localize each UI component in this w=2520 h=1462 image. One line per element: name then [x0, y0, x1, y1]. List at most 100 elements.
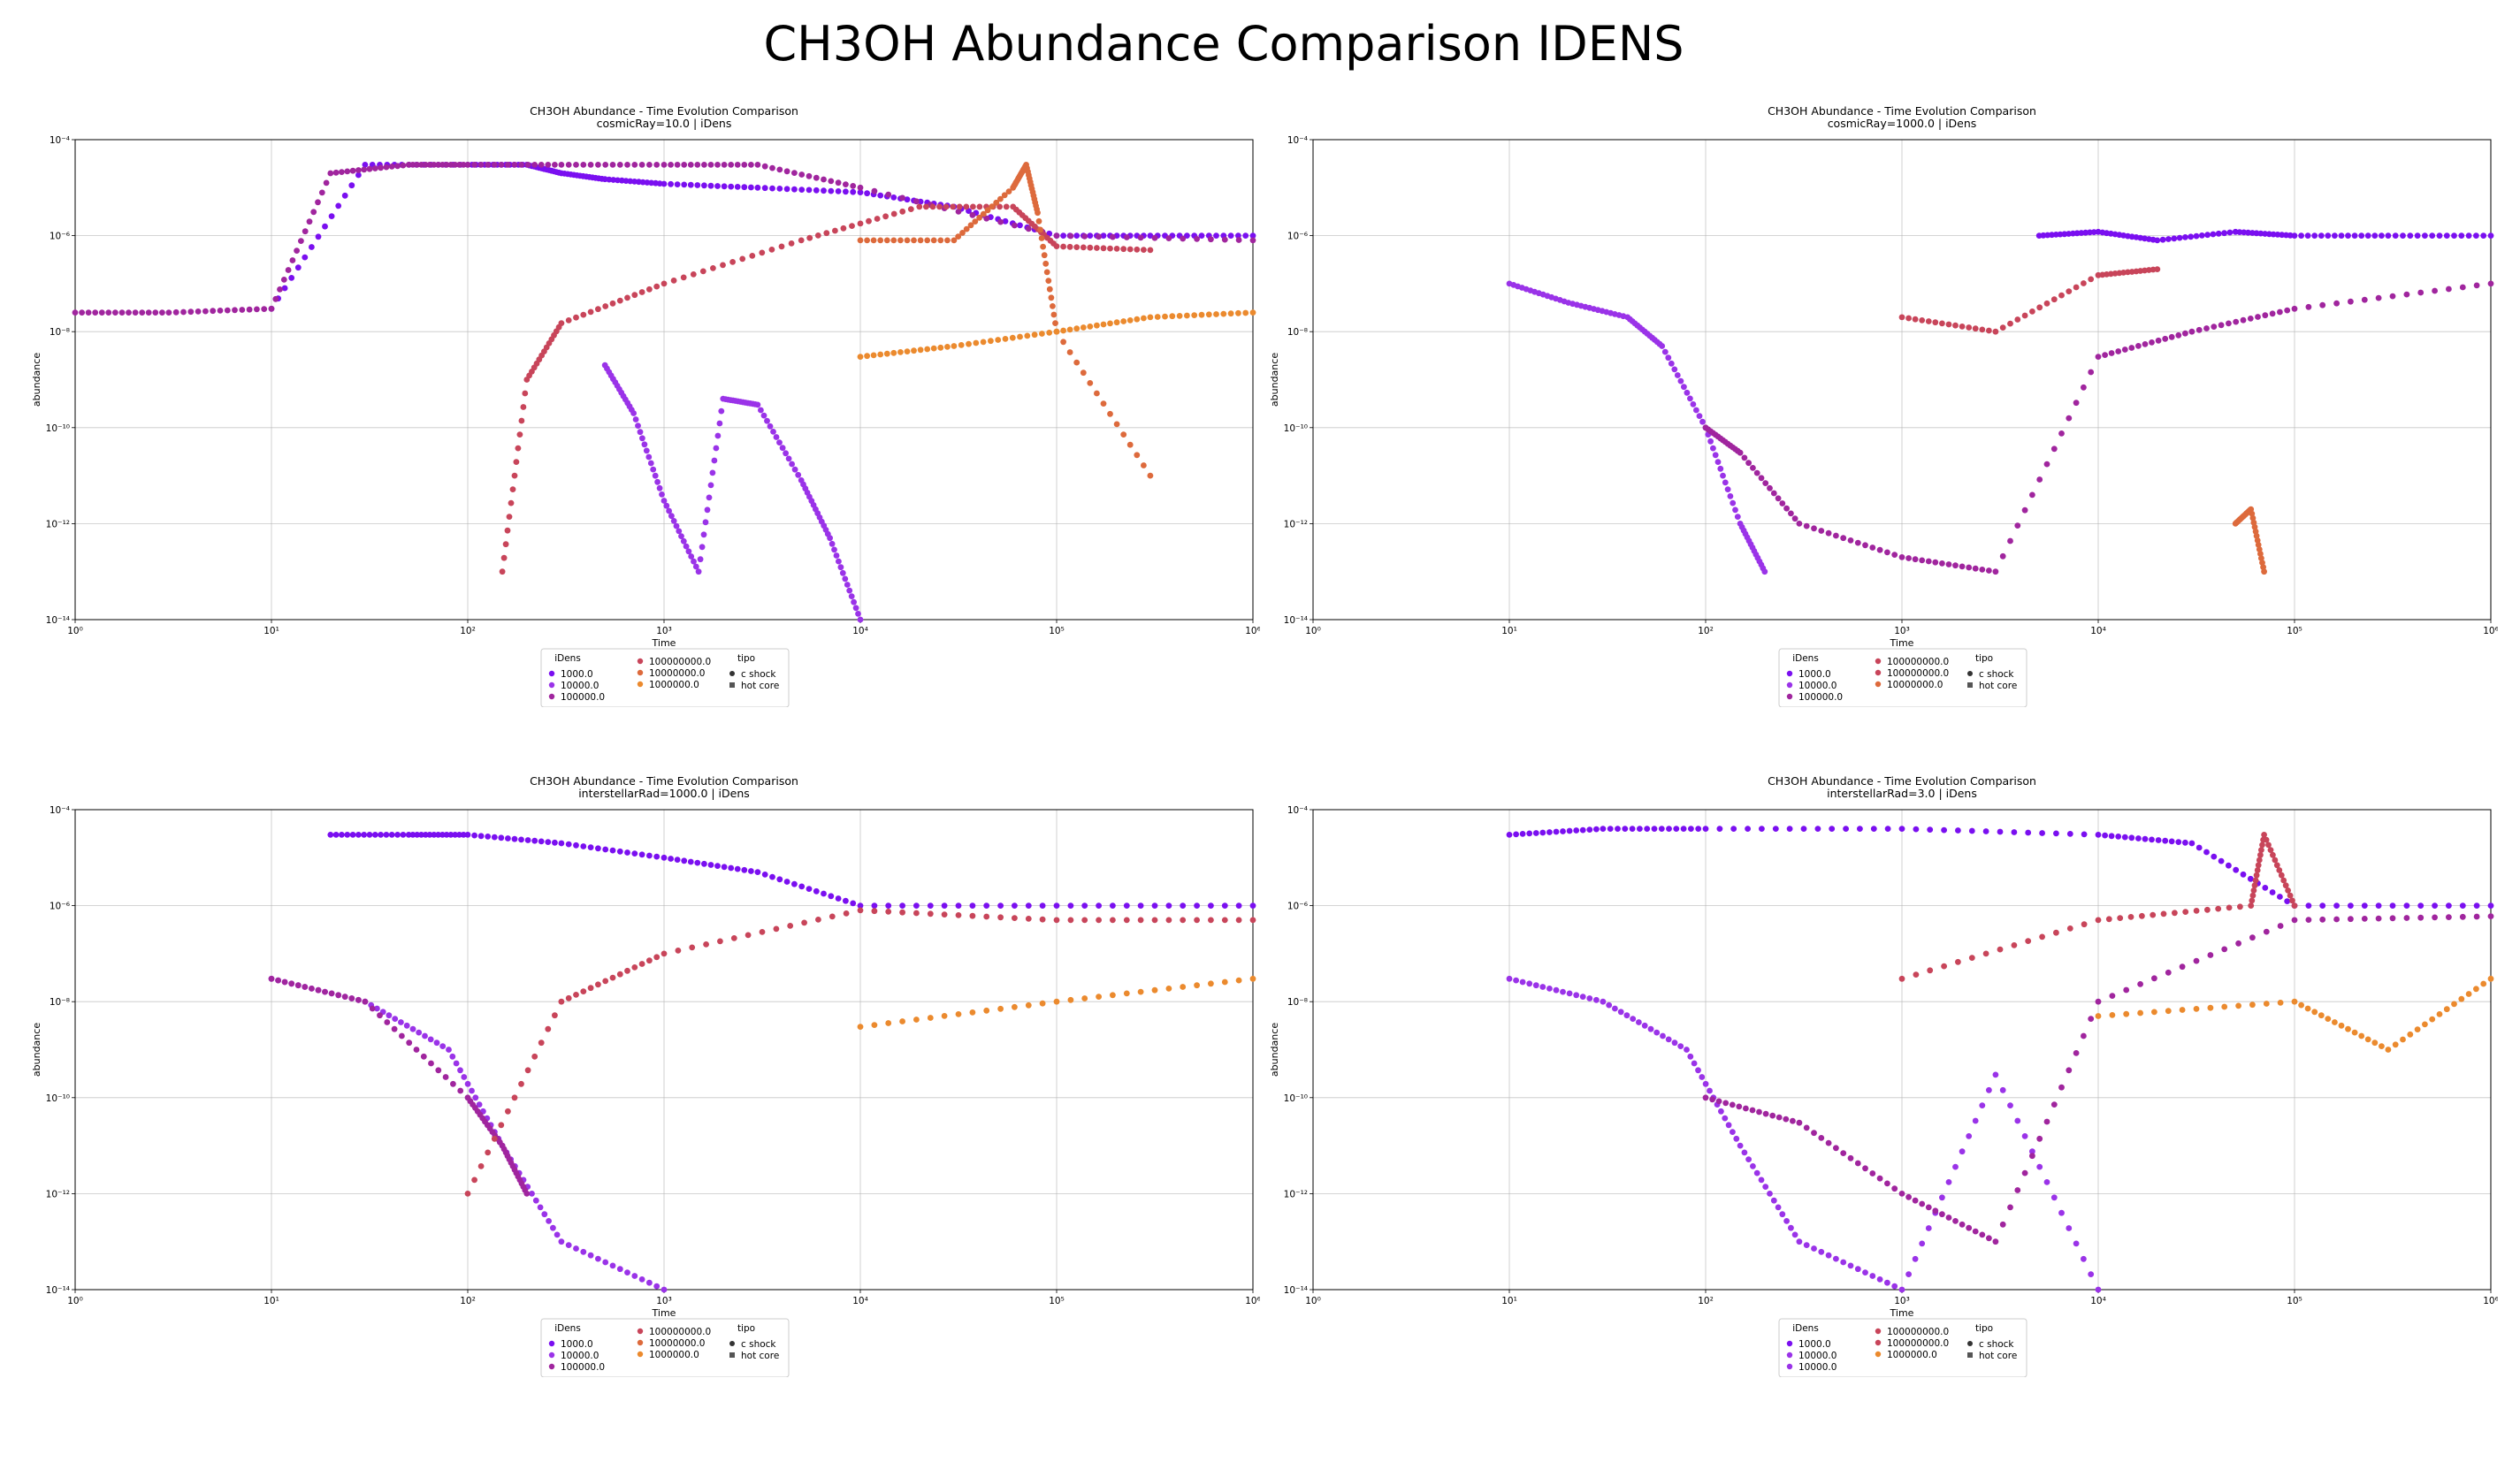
data-point — [1945, 321, 1952, 328]
legend-marker — [1786, 693, 1793, 700]
legend-box — [1778, 1318, 2027, 1377]
data-point — [2121, 834, 2128, 841]
data-point — [2011, 829, 2018, 835]
data-point — [558, 320, 565, 326]
data-point — [1661, 348, 1669, 355]
data-point — [1840, 535, 1847, 542]
data-point — [433, 1039, 440, 1047]
data-point — [673, 522, 680, 529]
data-point — [2429, 1016, 2436, 1023]
legend-marker — [1786, 682, 1793, 689]
data-point — [1796, 1238, 1803, 1245]
data-point — [2081, 831, 2088, 838]
data-point — [1087, 324, 1094, 330]
data-point — [1939, 1211, 1945, 1218]
legend-label: hot core — [741, 681, 779, 691]
data-point — [2311, 232, 2318, 239]
data-point — [815, 917, 821, 923]
data-point — [754, 869, 761, 875]
data-point — [1684, 1047, 1690, 1053]
legend: iDens1000.010000.0100000.0100000000.0100… — [540, 648, 790, 707]
data-point — [721, 864, 728, 871]
data-point — [749, 253, 756, 259]
data-point — [511, 1094, 518, 1101]
data-point — [681, 857, 688, 864]
data-point — [398, 1019, 404, 1025]
data-point — [322, 223, 328, 230]
data-point — [885, 909, 892, 915]
data-point — [2142, 835, 2149, 842]
data-point — [152, 309, 159, 316]
data-point — [422, 832, 429, 838]
data-point — [748, 162, 754, 168]
data-point — [554, 1231, 561, 1238]
data-point — [2261, 832, 2267, 838]
data-point — [1198, 311, 1205, 318]
data-point — [2088, 1271, 2095, 1277]
legend-label: hot core — [1979, 681, 2017, 691]
data-point — [2058, 430, 2065, 437]
data-point — [1912, 1197, 1919, 1204]
legend-box — [540, 648, 790, 707]
legend-marker — [548, 682, 555, 689]
data-point — [874, 216, 881, 222]
data-point — [2039, 830, 2045, 836]
data-point — [1046, 286, 1053, 293]
data-point — [418, 162, 424, 168]
data-point — [687, 162, 694, 168]
data-point — [2249, 934, 2256, 941]
data-point — [2165, 1008, 2172, 1015]
data-point — [675, 948, 682, 954]
data-point — [416, 1029, 423, 1036]
data-point — [1593, 826, 1600, 833]
data-point — [1729, 1101, 1736, 1108]
data-point — [1220, 310, 1227, 317]
data-point — [1094, 322, 1100, 329]
data-point — [511, 472, 518, 479]
data-point — [1818, 528, 1825, 534]
data-point — [2325, 1016, 2332, 1022]
data-point — [890, 237, 897, 244]
y-tick-label: 10⁻⁶ — [50, 232, 70, 242]
data-point — [1593, 996, 1600, 1003]
data-point — [2088, 276, 2095, 283]
data-point — [1972, 325, 1979, 332]
data-point — [332, 832, 340, 838]
legend-marker — [1786, 670, 1793, 677]
data-point — [976, 203, 983, 210]
legend-label: 1000.0 — [1798, 669, 1831, 680]
data-point — [2371, 1039, 2379, 1047]
data-point — [1979, 567, 1986, 573]
data-point — [1060, 243, 1066, 250]
data-point — [1992, 568, 1999, 575]
data-point — [2233, 318, 2240, 325]
data-point — [1067, 902, 1074, 909]
data-point — [1898, 826, 1905, 832]
data-point — [2277, 923, 2284, 929]
data-point — [1775, 1204, 1782, 1211]
legend-title: iDens — [1792, 653, 1819, 664]
data-point — [1249, 902, 1256, 909]
data-point — [1968, 827, 1975, 834]
data-point — [1898, 314, 1905, 321]
data-point — [403, 1022, 410, 1029]
data-point — [580, 1248, 587, 1255]
data-point — [355, 171, 362, 179]
data-point — [885, 1020, 892, 1026]
data-point — [443, 832, 450, 838]
data-point — [2050, 1101, 2058, 1108]
data-point — [520, 404, 527, 410]
data-point — [2162, 335, 2169, 342]
data-point — [871, 902, 878, 909]
data-point — [1622, 826, 1629, 832]
x-tick-label: 10⁵ — [2287, 1296, 2302, 1306]
data-point — [1513, 831, 1519, 838]
data-point — [1539, 829, 1546, 836]
data-point — [2436, 232, 2443, 239]
data-point — [1730, 826, 1737, 832]
data-point — [718, 407, 725, 415]
data-point — [1968, 955, 1975, 961]
data-point — [616, 1266, 623, 1273]
data-point — [707, 482, 714, 489]
data-point — [1695, 826, 1702, 832]
